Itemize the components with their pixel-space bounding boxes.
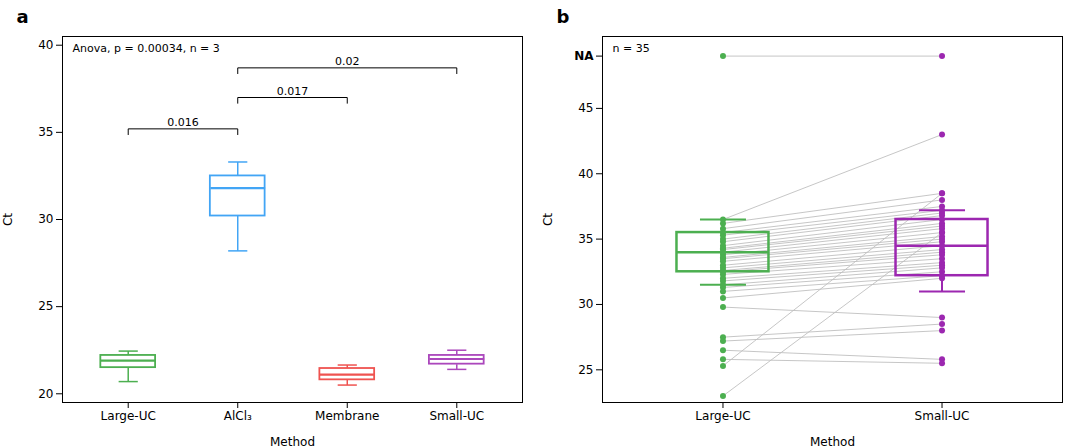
svg-text:Small-UC: Small-UC [915, 409, 970, 423]
svg-text:NA: NA [574, 49, 594, 63]
svg-text:AlCl₃: AlCl₃ [224, 409, 252, 423]
svg-text:0.02: 0.02 [335, 55, 360, 68]
svg-text:Ct: Ct [1, 213, 15, 226]
svg-text:25: 25 [38, 299, 53, 313]
svg-text:45: 45 [578, 101, 593, 115]
svg-text:40: 40 [38, 38, 53, 52]
svg-text:30: 30 [38, 212, 53, 226]
svg-text:35: 35 [38, 125, 53, 139]
svg-text:25: 25 [578, 363, 593, 377]
svg-text:Membrane: Membrane [315, 409, 379, 423]
svg-text:Method: Method [810, 435, 855, 448]
svg-text:Small-UC: Small-UC [429, 409, 484, 423]
svg-text:a: a [17, 6, 29, 27]
svg-text:0.016: 0.016 [167, 116, 199, 129]
svg-text:Ct: Ct [541, 213, 555, 226]
svg-text:20: 20 [38, 387, 53, 401]
svg-text:0.017: 0.017 [277, 85, 309, 98]
svg-text:30: 30 [578, 297, 593, 311]
svg-text:n = 35: n = 35 [613, 42, 650, 55]
svg-text:Method: Method [270, 435, 315, 448]
svg-text:Large-UC: Large-UC [101, 409, 156, 423]
svg-text:35: 35 [578, 232, 593, 246]
svg-text:Large-UC: Large-UC [695, 409, 750, 423]
svg-text:b: b [557, 6, 570, 27]
svg-text:Anova, p = 0.00034, n = 3: Anova, p = 0.00034, n = 3 [73, 42, 220, 55]
svg-text:40: 40 [578, 167, 593, 181]
